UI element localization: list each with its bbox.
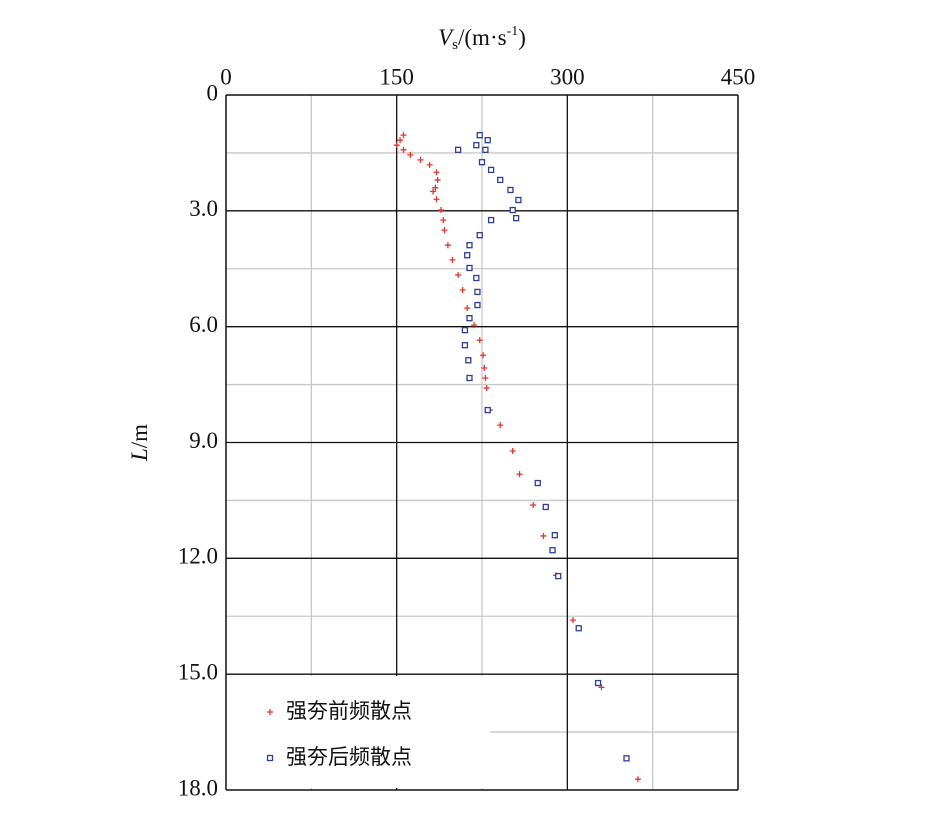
point xyxy=(393,142,400,149)
x-axis-label-part: s xyxy=(452,37,458,53)
y-tick-label: 12.0 xyxy=(178,544,218,569)
point xyxy=(430,188,437,195)
point xyxy=(432,184,439,191)
point xyxy=(509,206,516,214)
point xyxy=(555,572,562,580)
y-tick-label: 18.0 xyxy=(178,775,218,800)
y-tick-label: 0 xyxy=(207,80,219,105)
point xyxy=(497,176,504,184)
point xyxy=(464,305,471,312)
point xyxy=(542,503,549,511)
point xyxy=(440,217,447,224)
point xyxy=(509,447,516,454)
point xyxy=(549,547,556,554)
point xyxy=(407,151,414,158)
point xyxy=(466,242,473,249)
point xyxy=(482,375,489,382)
point xyxy=(482,146,489,153)
point xyxy=(594,679,602,687)
point xyxy=(487,166,495,174)
point xyxy=(516,471,523,478)
point xyxy=(497,422,504,429)
y-tick-label: 9.0 xyxy=(189,428,218,453)
legend-marker xyxy=(266,754,274,762)
point xyxy=(515,196,522,204)
point xyxy=(484,406,491,414)
x-axis-label-part: -1 xyxy=(507,24,519,39)
point xyxy=(461,342,469,349)
point xyxy=(474,288,481,296)
point xyxy=(438,207,445,214)
y-axis-label: L/m xyxy=(127,424,152,462)
point xyxy=(433,169,440,176)
point xyxy=(441,227,448,234)
point xyxy=(461,326,469,334)
legend-text: 强夯后频散点 xyxy=(286,745,412,769)
point xyxy=(473,142,480,149)
x-axis-label-part: ) xyxy=(518,25,526,50)
point xyxy=(570,617,577,624)
point xyxy=(444,242,451,249)
point xyxy=(433,196,440,203)
point xyxy=(512,215,520,222)
point xyxy=(473,274,480,282)
point xyxy=(464,252,471,259)
point xyxy=(397,137,404,144)
point xyxy=(474,301,481,309)
point xyxy=(530,502,537,509)
x-tick-label: 450 xyxy=(721,64,756,89)
point xyxy=(454,146,462,153)
point xyxy=(540,532,547,539)
point xyxy=(466,264,473,272)
point xyxy=(534,479,541,487)
point xyxy=(455,271,462,278)
x-tick-label: 0 xyxy=(220,64,232,89)
point xyxy=(478,159,486,166)
point xyxy=(471,322,478,329)
point xyxy=(487,216,495,224)
point xyxy=(634,776,641,783)
point xyxy=(483,385,490,392)
point xyxy=(459,286,466,293)
y-tick-label: 6.0 xyxy=(189,312,218,337)
x-tick-label: 150 xyxy=(379,64,414,89)
point xyxy=(417,156,424,163)
y-axis-label-part: /m xyxy=(127,424,152,448)
point xyxy=(623,755,630,762)
labels: 0 150 300 450 0 3.0 6.0 9.0 12.0 15.0 18.0 Vs/(m·s-… xyxy=(127,24,755,800)
point xyxy=(476,337,483,344)
x-tick-label: 300 xyxy=(550,64,585,89)
y-tick-label: 15.0 xyxy=(178,659,218,684)
x-axis-label-part: /(m·s xyxy=(458,25,507,50)
point xyxy=(476,232,483,239)
point xyxy=(481,364,488,371)
point xyxy=(400,132,407,139)
point xyxy=(575,625,582,632)
point xyxy=(507,186,514,194)
point xyxy=(466,374,473,382)
point xyxy=(480,352,487,359)
point xyxy=(484,137,491,144)
legend-text: 强夯前频散点 xyxy=(286,699,412,723)
point xyxy=(598,684,605,691)
grid xyxy=(225,94,739,791)
y-tick-label: 3.0 xyxy=(189,196,218,221)
point xyxy=(449,256,456,263)
point xyxy=(400,146,407,153)
point xyxy=(434,176,441,183)
point xyxy=(465,357,472,364)
point xyxy=(426,161,433,168)
point xyxy=(551,532,558,539)
legend-box xyxy=(232,676,490,788)
x-axis-label: Vs/(m·s-1) xyxy=(438,24,526,53)
legend-marker xyxy=(267,709,273,715)
x-axis-label-part: V xyxy=(438,25,455,50)
point xyxy=(466,315,473,322)
marks xyxy=(393,132,641,783)
point xyxy=(476,132,483,139)
y-axis-label-part: L xyxy=(127,448,152,462)
